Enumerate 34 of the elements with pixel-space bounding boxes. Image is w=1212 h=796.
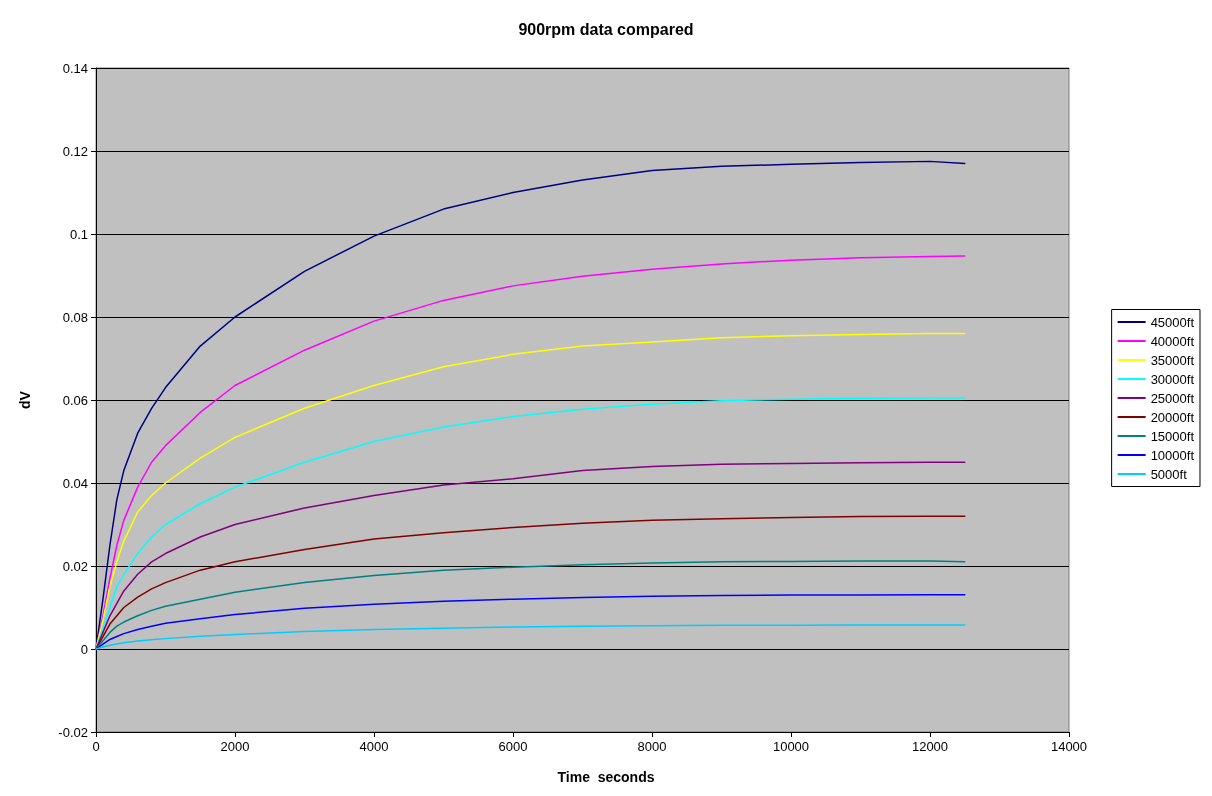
y-tick-label: 0.02 [62,558,88,574]
y-tick-label: 0 [80,641,88,657]
x-tick-label: 2000 [220,739,250,754]
legend-label: 30000ft [1150,371,1195,387]
x-tick-label: 10000 [772,739,810,754]
line-series [95,160,966,650]
y-tick-label: -0.02 [58,724,88,740]
legend-label: 10000ft [1150,447,1195,463]
legend-label: 25000ft [1150,390,1195,406]
y-axis-title: dV [17,390,33,409]
x-tick-label: 6000 [498,739,528,754]
x-tick-label: 12000 [911,739,949,754]
y-tick-label: 0.12 [62,143,88,159]
legend-label: 5000ft [1150,466,1188,482]
x-tick-label: 4000 [359,739,389,754]
y-tick-label: 0.06 [62,392,88,408]
line-series [95,624,966,650]
y-tick-label: 0.04 [62,475,88,491]
legend-label: 35000ft [1150,352,1195,368]
x-tick-label: 8000 [637,739,667,754]
chart-title: 900rpm data compared [518,20,694,38]
y-tick-label: 0.08 [62,309,88,325]
x-tick-label: 14000 [1050,739,1088,754]
y-tick-label: 0.1 [69,226,88,242]
line-series [95,593,966,650]
y-tick-label: 0.14 [62,60,88,76]
legend-label: 40000ft [1150,333,1195,349]
legend-label: 15000ft [1150,428,1195,444]
x-tick-label: 0 [92,739,100,754]
x-axis-title: Time seconds [557,769,655,785]
legend-label: 45000ft [1150,314,1195,330]
line-series [95,461,966,650]
line-series [95,560,966,650]
legend-label: 20000ft [1150,409,1195,425]
